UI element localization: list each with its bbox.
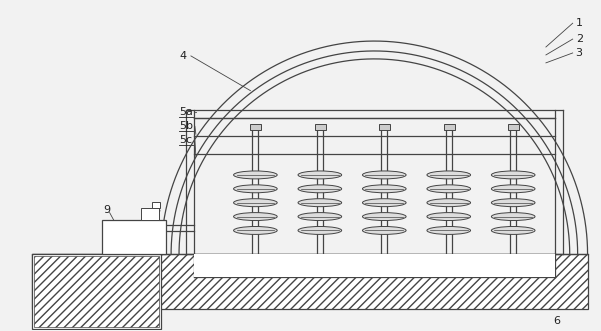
Ellipse shape <box>427 199 471 207</box>
Text: 5a: 5a <box>179 108 193 118</box>
Ellipse shape <box>492 213 535 220</box>
Ellipse shape <box>298 171 341 179</box>
Text: 6: 6 <box>553 316 560 326</box>
Text: 7: 7 <box>32 316 40 326</box>
Text: 5c: 5c <box>179 135 192 145</box>
Ellipse shape <box>427 226 471 234</box>
Bar <box>141 208 159 219</box>
Ellipse shape <box>298 226 341 234</box>
Bar <box>32 254 588 309</box>
Ellipse shape <box>492 199 535 207</box>
Bar <box>34 256 159 327</box>
Ellipse shape <box>427 171 471 179</box>
Ellipse shape <box>362 213 406 220</box>
Text: 5b: 5b <box>179 121 193 131</box>
Bar <box>379 124 390 130</box>
Ellipse shape <box>427 213 471 220</box>
Ellipse shape <box>492 171 535 179</box>
Text: 9: 9 <box>103 205 111 214</box>
Bar <box>194 254 555 277</box>
Ellipse shape <box>362 171 406 179</box>
Ellipse shape <box>234 213 277 220</box>
Bar <box>32 254 161 329</box>
Bar <box>152 202 160 208</box>
Ellipse shape <box>234 171 277 179</box>
Ellipse shape <box>362 185 406 193</box>
Text: 3: 3 <box>576 48 583 58</box>
Ellipse shape <box>298 213 341 220</box>
Text: 2: 2 <box>576 34 583 44</box>
Ellipse shape <box>298 185 341 193</box>
Bar <box>508 124 519 130</box>
Text: 1: 1 <box>576 18 583 28</box>
Bar <box>102 219 166 254</box>
Ellipse shape <box>427 185 471 193</box>
Ellipse shape <box>362 226 406 234</box>
Bar <box>251 124 261 130</box>
Ellipse shape <box>234 199 277 207</box>
Bar <box>444 124 455 130</box>
Ellipse shape <box>234 226 277 234</box>
Bar <box>315 124 326 130</box>
Ellipse shape <box>362 199 406 207</box>
Ellipse shape <box>492 226 535 234</box>
Text: 4: 4 <box>179 51 186 61</box>
Ellipse shape <box>234 185 277 193</box>
Ellipse shape <box>492 185 535 193</box>
Text: 8: 8 <box>153 205 160 214</box>
Ellipse shape <box>298 199 341 207</box>
